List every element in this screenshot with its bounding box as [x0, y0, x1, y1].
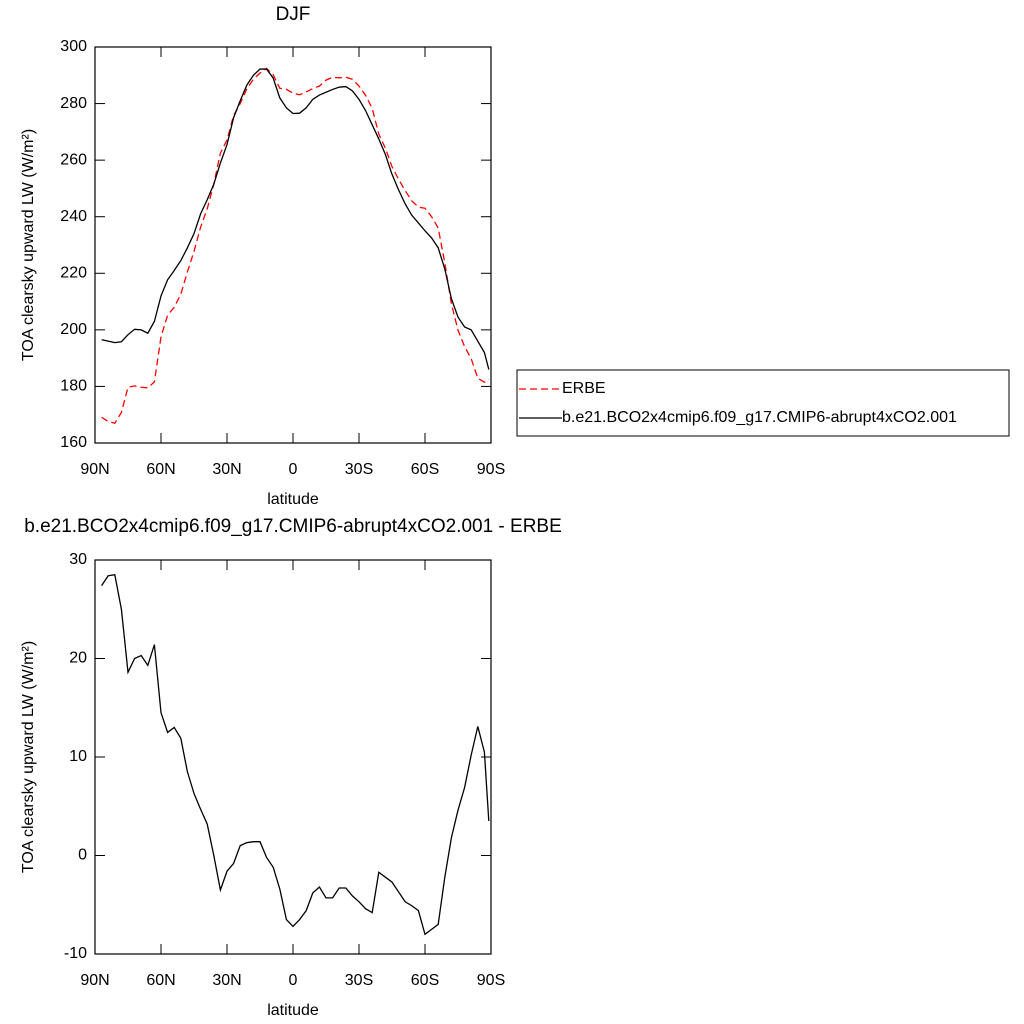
legend-label: b.e21.BCO2x4cmip6.f09_g17.CMIP6-abrupt4x… [562, 409, 957, 426]
legend-label: ERBE [562, 380, 606, 397]
legend-box [516, 369, 1010, 437]
data-line [101, 68, 490, 370]
y-tick-label: 30 [69, 551, 87, 568]
data-line [101, 67, 490, 424]
plot-frame [94, 559, 492, 955]
y-tick-label: -10 [64, 945, 87, 962]
y-axis-label: TOA clearsky upward LW (W/m²) [20, 129, 37, 361]
x-axis-label: latitude [267, 1002, 319, 1019]
x-tick-label: 60N [146, 461, 175, 478]
chart-title: DJF [276, 4, 311, 25]
x-tick-label: 30S [345, 972, 373, 989]
x-tick-label: 90S [477, 461, 505, 478]
x-tick-label: 90N [80, 461, 109, 478]
plot-frame [94, 46, 492, 444]
y-tick-label: 240 [60, 208, 87, 225]
y-tick-label: 180 [60, 378, 87, 395]
y-tick-label: 0 [78, 847, 87, 864]
y-tick-label: 280 [60, 95, 87, 112]
x-axis-label: latitude [267, 491, 319, 508]
x-tick-label: 0 [289, 461, 298, 478]
y-tick-label: 200 [60, 321, 87, 338]
y-tick-label: 260 [60, 151, 87, 168]
x-tick-label: 30N [212, 972, 241, 989]
y-tick-label: 300 [60, 38, 87, 55]
x-tick-label: 90N [80, 972, 109, 989]
y-tick-label: 220 [60, 265, 87, 282]
data-line [101, 574, 490, 936]
x-tick-label: 60S [411, 461, 439, 478]
x-tick-label: 60S [411, 972, 439, 989]
legend: ERBE b.e21.BCO2x4cmip6.f09_g17.CMIP6-abru… [516, 369, 1010, 437]
x-tick-label: 0 [289, 972, 298, 989]
x-tick-label: 30N [212, 461, 241, 478]
x-tick-label: 90S [477, 972, 505, 989]
x-tick-label: 30S [345, 461, 373, 478]
y-tick-label: 10 [69, 748, 87, 765]
x-tick-label: 60N [146, 972, 175, 989]
y-axis-label: TOA clearsky upward LW (W/m²) [20, 641, 37, 873]
y-tick-label: 160 [60, 434, 87, 451]
chart-title: b.e21.BCO2x4cmip6.f09_g17.CMIP6-abrupt4x… [24, 516, 562, 537]
y-tick-label: 20 [69, 650, 87, 667]
